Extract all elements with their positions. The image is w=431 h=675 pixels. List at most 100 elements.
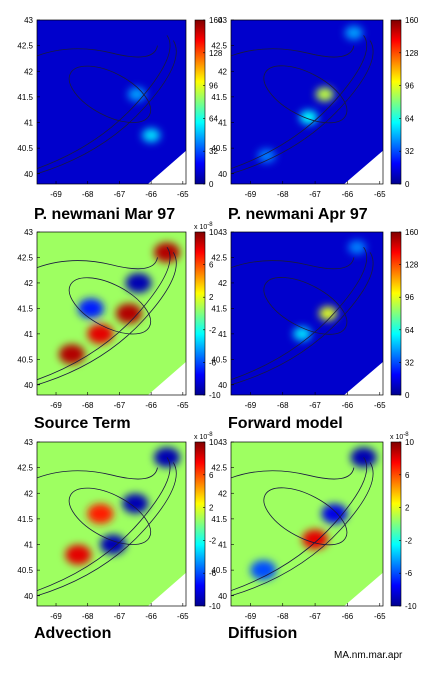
contour-shelf-1 (37, 252, 177, 386)
colorbar-tick-label: 64 (209, 114, 218, 123)
y-tick-label: 41 (218, 119, 227, 128)
field-blob-1 (315, 87, 334, 102)
contour-north (231, 467, 355, 480)
x-tick-label: -69 (245, 401, 257, 410)
x-tick-label: -69 (245, 190, 257, 199)
colorbar-tick-label: 6 (209, 261, 214, 270)
x-tick-label: -65 (374, 612, 386, 621)
contour-inner (68, 487, 152, 545)
colorbar-tick-label: 0 (405, 391, 410, 400)
y-tick-label: 40.5 (211, 566, 227, 575)
field-blob-1 (319, 306, 338, 321)
colorbar (390, 231, 402, 396)
colorbar-tick-label: 2 (209, 293, 214, 302)
field-blob-5 (77, 298, 104, 319)
y-tick-label: 41 (218, 330, 227, 339)
y-tick-label: 41 (24, 330, 33, 339)
panel-title: Forward model (228, 415, 343, 432)
y-tick-label: 43 (218, 16, 227, 25)
contour-north (231, 45, 355, 58)
x-tick-label: -66 (145, 612, 157, 621)
no-data-corner (147, 572, 186, 606)
colorbar-tick-label: 160 (209, 16, 223, 25)
x-tick-label: -67 (309, 401, 321, 410)
x-tick-label: -67 (309, 612, 321, 621)
field-blob-3 (250, 560, 277, 581)
colorbar-tick-label: 128 (209, 49, 223, 58)
field-blob-1 (302, 529, 329, 550)
colorbar-tick-label: 32 (405, 358, 414, 367)
x-tick-label: -65 (177, 612, 189, 621)
field-blob-4 (87, 503, 114, 524)
y-tick-label: 41.5 (211, 93, 227, 102)
field-blob-4 (125, 272, 152, 293)
y-tick-label: 42.5 (17, 253, 33, 262)
colorbar-exponent: x 10-8 (194, 432, 213, 441)
y-tick-label: 40 (218, 170, 227, 179)
plot-frame (36, 19, 187, 185)
field-blob-3 (122, 493, 149, 514)
colorbar-tick-label: 160 (405, 228, 419, 237)
no-data-corner (344, 150, 383, 184)
plot-background (231, 232, 383, 395)
x-tick-label: -69 (50, 612, 62, 621)
no-data-corner (147, 150, 186, 184)
field-blob-2 (293, 326, 312, 341)
no-data-corner (344, 572, 383, 606)
y-tick-label: 41 (24, 541, 33, 550)
y-tick-label: 43 (24, 228, 33, 237)
plot-background (37, 442, 186, 606)
colorbar-tick-label: -6 (209, 569, 217, 578)
x-tick-label: -66 (342, 612, 354, 621)
chart-panel-4: -69 -68 -67 -66 -654342.54241.54140.54016012… (211, 228, 418, 432)
y-tick-label: 42 (24, 489, 33, 498)
colorbar-tick-label: 10 (209, 438, 218, 447)
contour-shelf-1 (231, 462, 374, 597)
chart-panel-3: -69 -68 -67 -66 -65 43 42.5 42 41.5 41 40.5 40 10 6 2 -… (17, 222, 221, 432)
y-tick-label: 42 (218, 489, 227, 498)
colorbar-tick-label: 6 (405, 471, 410, 480)
x-tick-label: -69 (50, 190, 62, 199)
panel-title: P. newmani Apr 97 (228, 206, 368, 223)
x-tick-label: -68 (277, 612, 289, 621)
y-tick-label: 42.5 (211, 253, 227, 262)
y-tick-label: 41.5 (211, 515, 227, 524)
field-blob-4 (344, 25, 363, 40)
plot-background (231, 20, 383, 184)
x-tick-label: -69 (245, 612, 257, 621)
x-tick-label: -68 (277, 190, 289, 199)
colorbar-exponent: x 10-8 (390, 432, 409, 441)
colorbar (390, 19, 402, 185)
colorbar-tick-label: 6 (209, 471, 214, 480)
x-tick-label: -66 (342, 401, 354, 410)
y-tick-label: 41.5 (17, 304, 33, 313)
field-blob-1 (142, 128, 161, 143)
colorbar-tick-label: 0 (405, 180, 410, 189)
field-blob-3 (348, 240, 367, 255)
y-tick-label: 42.5 (17, 42, 33, 51)
colorbar-tick-label: -10 (209, 602, 221, 611)
y-tick-label: 43 (24, 16, 33, 25)
contour-shelf-1 (37, 40, 177, 175)
contour-inner (263, 277, 348, 335)
plot-frame (230, 231, 384, 396)
plot-frame (230, 441, 384, 607)
panel-title: P. newmani Mar 97 (34, 206, 175, 223)
y-tick-label: 43 (218, 438, 227, 447)
contour-shelf-2 (37, 247, 171, 381)
colorbar-tick-label: 96 (405, 82, 414, 91)
x-tick-label: -69 (50, 401, 62, 410)
colorbar-tick-label: 96 (209, 82, 218, 91)
x-tick-label: -65 (374, 401, 386, 410)
colorbar-tick-label: -2 (209, 536, 217, 545)
colorbar-tick-label: -10 (209, 391, 221, 400)
y-tick-label: 41 (218, 541, 227, 550)
x-tick-label: -67 (114, 612, 126, 621)
colorbar-tick-label: 2 (209, 504, 214, 513)
y-tick-label: 42.5 (211, 464, 227, 473)
y-tick-label: 40 (218, 592, 227, 601)
contour-north (231, 257, 355, 270)
colorbar (194, 19, 206, 185)
colorbar-tick-label: -2 (405, 536, 413, 545)
y-tick-label: 41.5 (17, 93, 33, 102)
